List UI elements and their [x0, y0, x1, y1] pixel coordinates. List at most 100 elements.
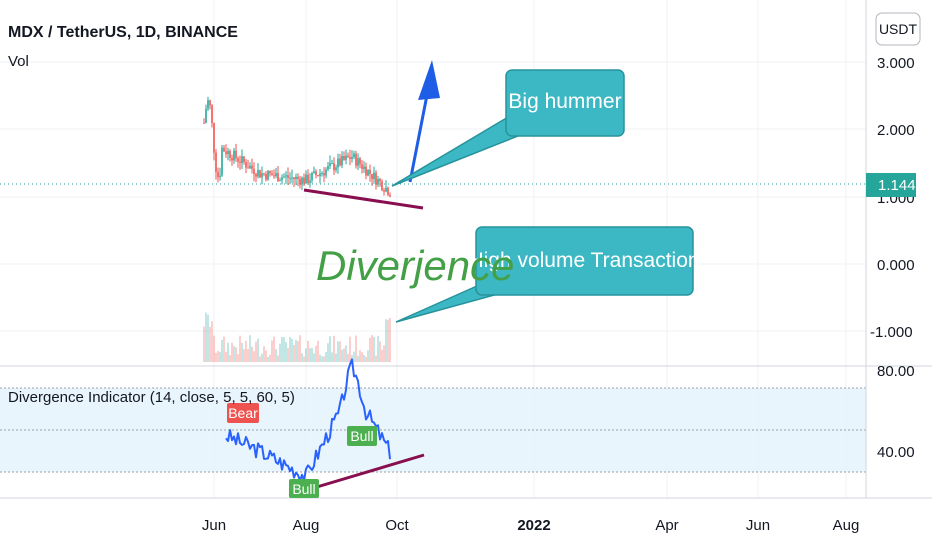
candle-body	[215, 152, 217, 172]
symbol-title[interactable]: MDX / TetherUS, 1D, BINANCE	[8, 24, 238, 41]
candle-body	[337, 158, 339, 168]
volume-bar	[231, 342, 233, 362]
time-axis-label: Aug	[833, 517, 860, 534]
candle-body	[383, 190, 385, 192]
candle-body	[355, 153, 357, 166]
volume-bar	[359, 350, 361, 362]
volume-bar	[331, 352, 333, 362]
currency-button-label: USDT	[879, 21, 918, 37]
candle-body	[343, 156, 345, 160]
volume-bar	[217, 350, 219, 362]
candle-body	[257, 170, 259, 177]
candle-body	[375, 172, 377, 185]
candle-body	[271, 173, 273, 176]
volume-bar	[317, 340, 319, 362]
volume-bar	[277, 355, 279, 362]
volume-bar	[307, 340, 309, 362]
volume-bar	[309, 348, 311, 362]
candle-body	[319, 173, 321, 177]
volume-bar	[347, 353, 349, 362]
time-axis-label: Jun	[202, 517, 226, 534]
volume-bar	[271, 340, 273, 362]
candle-body	[345, 155, 347, 160]
candle-body	[307, 174, 309, 183]
callout-high-volume[interactable]: High volume Transaction	[395, 226, 700, 323]
current-price-value: 1.144	[878, 177, 916, 194]
volume-bar	[319, 354, 321, 362]
volume-bar	[339, 341, 341, 362]
candle-body	[367, 169, 369, 176]
candle-body	[273, 175, 275, 177]
candle-body	[229, 150, 231, 158]
candle-body	[321, 173, 323, 175]
candle-body	[379, 179, 381, 182]
volume-bar	[235, 347, 237, 362]
volume-bar	[303, 356, 305, 362]
volume-bar	[377, 336, 379, 362]
volume-bar	[239, 335, 241, 362]
indicator-trend-line[interactable]	[299, 453, 425, 494]
indicator-title[interactable]: Divergence Indicator (14, close, 5, 5, 6…	[8, 389, 295, 406]
time-axis-label: Aug	[293, 517, 320, 534]
candle-body	[281, 177, 283, 181]
volume-bar	[373, 336, 375, 362]
volume-bar	[321, 356, 323, 362]
volume-bar	[289, 336, 291, 362]
candle-body	[249, 165, 251, 169]
candle-body	[359, 158, 361, 165]
candle-body	[327, 166, 329, 170]
volume-bar	[343, 348, 345, 362]
volume-bar	[243, 349, 245, 362]
volume-bar	[241, 342, 243, 362]
volume-bar	[333, 335, 335, 362]
current-price-tag[interactable]: 1.144	[866, 173, 916, 197]
volume-bar	[213, 335, 215, 362]
price-tick-label: 3.000	[877, 55, 915, 72]
volume-bar	[379, 341, 381, 362]
up-arrow-icon[interactable]	[408, 60, 440, 183]
volume-bar	[293, 344, 295, 362]
candle-body	[361, 164, 363, 169]
candle-body	[259, 170, 261, 178]
volume-bar	[233, 346, 235, 362]
candle-body	[239, 161, 241, 163]
volume-bar	[267, 356, 269, 362]
volume-bar	[357, 355, 359, 362]
volume-bar	[245, 340, 247, 362]
candle-body	[227, 150, 229, 155]
volume-bar	[299, 335, 301, 362]
candle-body	[251, 165, 253, 169]
candle-body	[235, 150, 237, 159]
indicator-tick-label: 40.00	[877, 444, 915, 461]
candle-body	[303, 177, 305, 184]
volume-bar	[387, 319, 389, 362]
candle-body	[243, 156, 245, 163]
volume-bar	[211, 321, 213, 362]
candle-body	[263, 173, 265, 175]
candle-body	[245, 162, 247, 168]
candle-body	[353, 153, 355, 158]
candle-body	[299, 178, 301, 185]
volume-bar	[227, 342, 229, 362]
candle-body	[275, 173, 277, 177]
candle-body	[341, 156, 343, 166]
candle-body	[329, 163, 331, 167]
divergence-annotation[interactable]: Diverjence	[316, 242, 514, 289]
candle-body	[293, 177, 295, 180]
volume-label[interactable]: Vol	[8, 53, 29, 70]
volume-bar	[257, 338, 259, 362]
candle-body	[223, 147, 225, 152]
callout-big-hummer[interactable]: Big hummer	[391, 69, 625, 187]
volume-bar	[273, 336, 275, 362]
price-trend-line[interactable]	[303, 188, 424, 210]
candle-body	[237, 158, 239, 162]
volume-bar	[301, 353, 303, 362]
currency-button[interactable]: USDT	[875, 12, 921, 46]
time-axis-label: 2022	[517, 517, 550, 534]
candle-body	[333, 163, 335, 171]
volume-bar	[209, 326, 211, 362]
volume-bar	[247, 349, 249, 362]
candle-body	[269, 171, 271, 174]
volume-bar	[221, 339, 223, 362]
